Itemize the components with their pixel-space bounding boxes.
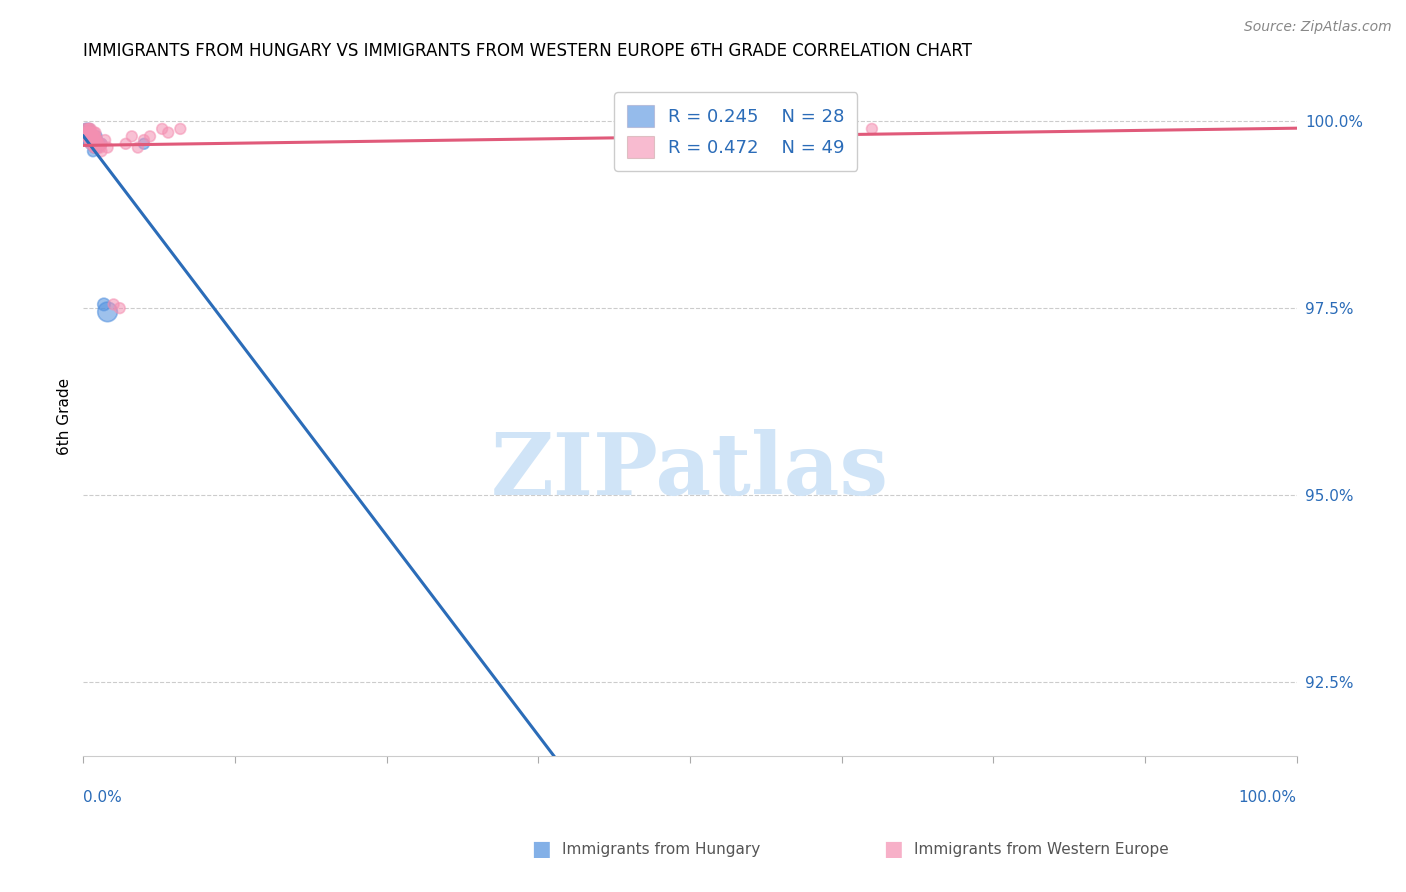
Point xyxy=(82,129,104,144)
Point xyxy=(79,129,101,144)
Point xyxy=(87,136,110,151)
Point xyxy=(77,121,100,136)
Point xyxy=(79,121,101,136)
Point xyxy=(114,136,136,151)
Point xyxy=(84,140,107,154)
Point xyxy=(76,121,98,136)
Point xyxy=(83,133,105,147)
Point xyxy=(79,121,101,136)
Point xyxy=(127,140,149,154)
Point xyxy=(80,126,103,140)
Point xyxy=(77,121,100,136)
Point xyxy=(90,145,112,159)
Point xyxy=(79,126,101,140)
Point xyxy=(157,126,180,140)
Point xyxy=(80,129,103,144)
Point xyxy=(83,140,105,154)
Text: ■: ■ xyxy=(883,839,903,859)
Point xyxy=(76,126,98,140)
Point xyxy=(108,301,131,315)
Point xyxy=(76,129,98,144)
Text: Immigrants from Hungary: Immigrants from Hungary xyxy=(562,842,761,856)
Point xyxy=(79,121,101,136)
Point xyxy=(75,121,97,136)
Point xyxy=(139,129,162,144)
Point xyxy=(80,133,103,147)
Point xyxy=(90,136,112,151)
Text: 0.0%: 0.0% xyxy=(83,790,122,805)
Point xyxy=(96,140,118,154)
Point xyxy=(169,121,191,136)
Text: Immigrants from Western Europe: Immigrants from Western Europe xyxy=(914,842,1168,856)
Point xyxy=(860,121,883,136)
Point xyxy=(76,126,98,140)
Point xyxy=(82,129,104,144)
Point xyxy=(150,121,173,136)
Point xyxy=(84,133,107,147)
Point xyxy=(121,129,143,144)
Point xyxy=(132,136,155,151)
Point xyxy=(79,133,101,147)
Point xyxy=(84,129,107,144)
Point xyxy=(90,136,112,151)
Point xyxy=(86,129,108,144)
Point xyxy=(75,121,97,136)
Point xyxy=(79,133,101,147)
Point xyxy=(82,133,104,147)
Text: Source: ZipAtlas.com: Source: ZipAtlas.com xyxy=(1244,20,1392,34)
Point xyxy=(79,129,101,144)
Point xyxy=(87,136,110,151)
Point xyxy=(83,136,105,151)
Point xyxy=(87,140,110,154)
Point xyxy=(87,140,110,154)
Point xyxy=(83,133,105,147)
Point xyxy=(77,133,100,147)
Point xyxy=(93,297,115,311)
Legend: R = 0.245    N = 28, R = 0.472    N = 49: R = 0.245 N = 28, R = 0.472 N = 49 xyxy=(614,93,858,170)
Point xyxy=(86,133,108,147)
Point xyxy=(76,133,98,147)
Point xyxy=(77,126,100,140)
Point xyxy=(77,129,100,144)
Point xyxy=(79,136,101,151)
Point xyxy=(87,136,110,151)
Point xyxy=(86,133,108,147)
Point xyxy=(83,126,105,140)
Point xyxy=(82,145,104,159)
Point xyxy=(79,126,101,140)
Point xyxy=(83,129,105,144)
Text: IMMIGRANTS FROM HUNGARY VS IMMIGRANTS FROM WESTERN EUROPE 6TH GRADE CORRELATION : IMMIGRANTS FROM HUNGARY VS IMMIGRANTS FR… xyxy=(83,42,973,60)
Point xyxy=(96,305,118,319)
Point xyxy=(77,126,100,140)
Point xyxy=(103,297,125,311)
Y-axis label: 6th Grade: 6th Grade xyxy=(58,378,72,455)
Text: ■: ■ xyxy=(531,839,551,859)
Point xyxy=(79,133,101,147)
Point xyxy=(79,136,101,151)
Point xyxy=(82,136,104,151)
Point xyxy=(79,129,101,144)
Point xyxy=(84,126,107,140)
Point xyxy=(89,140,111,154)
Point xyxy=(132,133,155,147)
Point xyxy=(80,133,103,147)
Point xyxy=(80,129,103,144)
Text: 100.0%: 100.0% xyxy=(1239,790,1296,805)
Point xyxy=(84,140,107,154)
Point xyxy=(83,140,105,154)
Point xyxy=(84,136,107,151)
Point xyxy=(94,133,117,147)
Text: ZIPatlas: ZIPatlas xyxy=(491,429,889,513)
